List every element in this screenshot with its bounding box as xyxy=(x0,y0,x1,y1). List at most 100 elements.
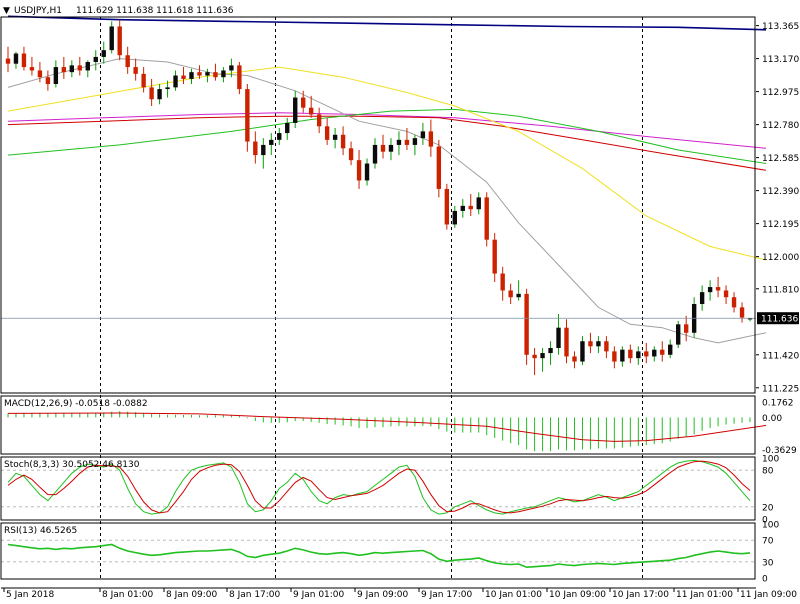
candle-body[interactable] xyxy=(340,134,346,149)
candle-body[interactable] xyxy=(548,348,553,354)
candle-body[interactable] xyxy=(133,67,138,74)
candle-body[interactable] xyxy=(468,205,473,210)
candle-body[interactable] xyxy=(364,163,370,181)
candle-body[interactable] xyxy=(436,146,442,189)
candle-body[interactable] xyxy=(412,138,418,145)
candle-body[interactable] xyxy=(181,75,186,79)
candle-body[interactable] xyxy=(237,65,242,90)
candle-body[interactable] xyxy=(628,349,633,359)
candle-body[interactable] xyxy=(452,210,457,225)
stochastic-panel[interactable] xyxy=(1,459,756,515)
candle-body[interactable] xyxy=(5,58,11,64)
candle-body[interactable] xyxy=(388,144,394,152)
candle-body[interactable] xyxy=(61,67,67,73)
macd-panel[interactable] xyxy=(7,411,767,452)
candle-body[interactable] xyxy=(29,67,35,71)
candle-body[interactable] xyxy=(572,356,577,362)
candle-body[interactable] xyxy=(45,77,51,84)
candle-body[interactable] xyxy=(253,141,258,156)
candle-body[interactable] xyxy=(731,297,737,308)
candle-body[interactable] xyxy=(612,351,617,362)
candle-body[interactable] xyxy=(644,351,649,357)
candle-body[interactable] xyxy=(85,62,90,71)
candle-body[interactable] xyxy=(404,139,410,145)
candle-body[interactable] xyxy=(293,97,298,123)
candle-body[interactable] xyxy=(620,349,625,362)
candle-body[interactable] xyxy=(77,65,82,71)
candle-body[interactable] xyxy=(261,144,266,156)
candle-body[interactable] xyxy=(588,341,593,347)
candle-body[interactable] xyxy=(301,97,306,108)
candle-body[interactable] xyxy=(348,148,354,161)
menu-triangle-icon[interactable]: ▼ xyxy=(3,6,10,16)
candle-body[interactable] xyxy=(324,126,330,140)
candle-body[interactable] xyxy=(229,65,234,71)
candle-body[interactable] xyxy=(149,87,154,100)
candle-body[interactable] xyxy=(308,107,314,115)
candle-body[interactable] xyxy=(707,287,713,293)
candle-body[interactable] xyxy=(596,341,601,347)
candle-body[interactable] xyxy=(13,53,19,64)
candle-body[interactable] xyxy=(636,351,641,359)
candle-body[interactable] xyxy=(532,354,537,359)
candle-body[interactable] xyxy=(460,205,465,211)
candle-body[interactable] xyxy=(316,114,322,127)
candle-body[interactable] xyxy=(396,139,402,145)
candle-body[interactable] xyxy=(556,327,561,348)
candle-body[interactable] xyxy=(540,353,545,359)
candle-body[interactable] xyxy=(213,72,218,78)
candle-body[interactable] xyxy=(660,349,665,355)
candle-body[interactable] xyxy=(524,293,529,355)
candle-body[interactable] xyxy=(332,134,338,140)
candle-body[interactable] xyxy=(508,290,513,298)
candle-body[interactable] xyxy=(117,26,122,56)
candle-body[interactable] xyxy=(739,307,745,318)
candle-body[interactable] xyxy=(101,50,106,57)
rsi-panel[interactable] xyxy=(1,539,756,569)
candle-body[interactable] xyxy=(676,324,681,345)
candle-body[interactable] xyxy=(157,89,162,100)
candle-body[interactable] xyxy=(285,122,290,134)
price-panel[interactable] xyxy=(1,15,767,376)
candle-body[interactable] xyxy=(747,318,753,320)
candle-body[interactable] xyxy=(715,287,721,291)
candle-body[interactable] xyxy=(141,73,146,88)
candle-body[interactable] xyxy=(205,72,210,76)
candle-body[interactable] xyxy=(500,273,505,291)
candle-body[interactable] xyxy=(53,67,59,84)
candle-body[interactable] xyxy=(683,324,689,333)
candle-body[interactable] xyxy=(444,188,450,225)
candle-body[interactable] xyxy=(245,89,250,142)
candle-body[interactable] xyxy=(269,139,274,145)
candle-body[interactable] xyxy=(516,293,521,298)
candle-body[interactable] xyxy=(69,65,75,73)
candle-body[interactable] xyxy=(37,70,43,78)
candle-body[interactable] xyxy=(604,341,609,352)
candle-body[interactable] xyxy=(356,160,362,181)
candle-body[interactable] xyxy=(476,197,481,210)
candle-body[interactable] xyxy=(723,290,729,298)
candle-body[interactable] xyxy=(428,131,434,147)
candle-body[interactable] xyxy=(564,327,569,357)
candle-body[interactable] xyxy=(580,341,585,362)
candle-body[interactable] xyxy=(380,144,386,152)
candle-body[interactable] xyxy=(652,349,657,357)
candle-body[interactable] xyxy=(173,75,178,88)
candle-body[interactable] xyxy=(189,72,194,79)
candle-body[interactable] xyxy=(492,239,497,274)
candle-body[interactable] xyxy=(165,87,170,90)
candle-body[interactable] xyxy=(699,292,705,304)
candle-body[interactable] xyxy=(125,55,130,68)
candle-body[interactable] xyxy=(221,70,226,78)
candle-body[interactable] xyxy=(197,72,202,76)
candle-body[interactable] xyxy=(420,131,426,139)
candle-body[interactable] xyxy=(109,26,114,51)
candle-body[interactable] xyxy=(277,133,282,140)
candle-body[interactable] xyxy=(484,197,489,240)
candle-body[interactable] xyxy=(93,56,98,62)
candle-body[interactable] xyxy=(372,144,378,164)
candle-body[interactable] xyxy=(21,53,27,68)
candle-body[interactable] xyxy=(668,344,673,355)
